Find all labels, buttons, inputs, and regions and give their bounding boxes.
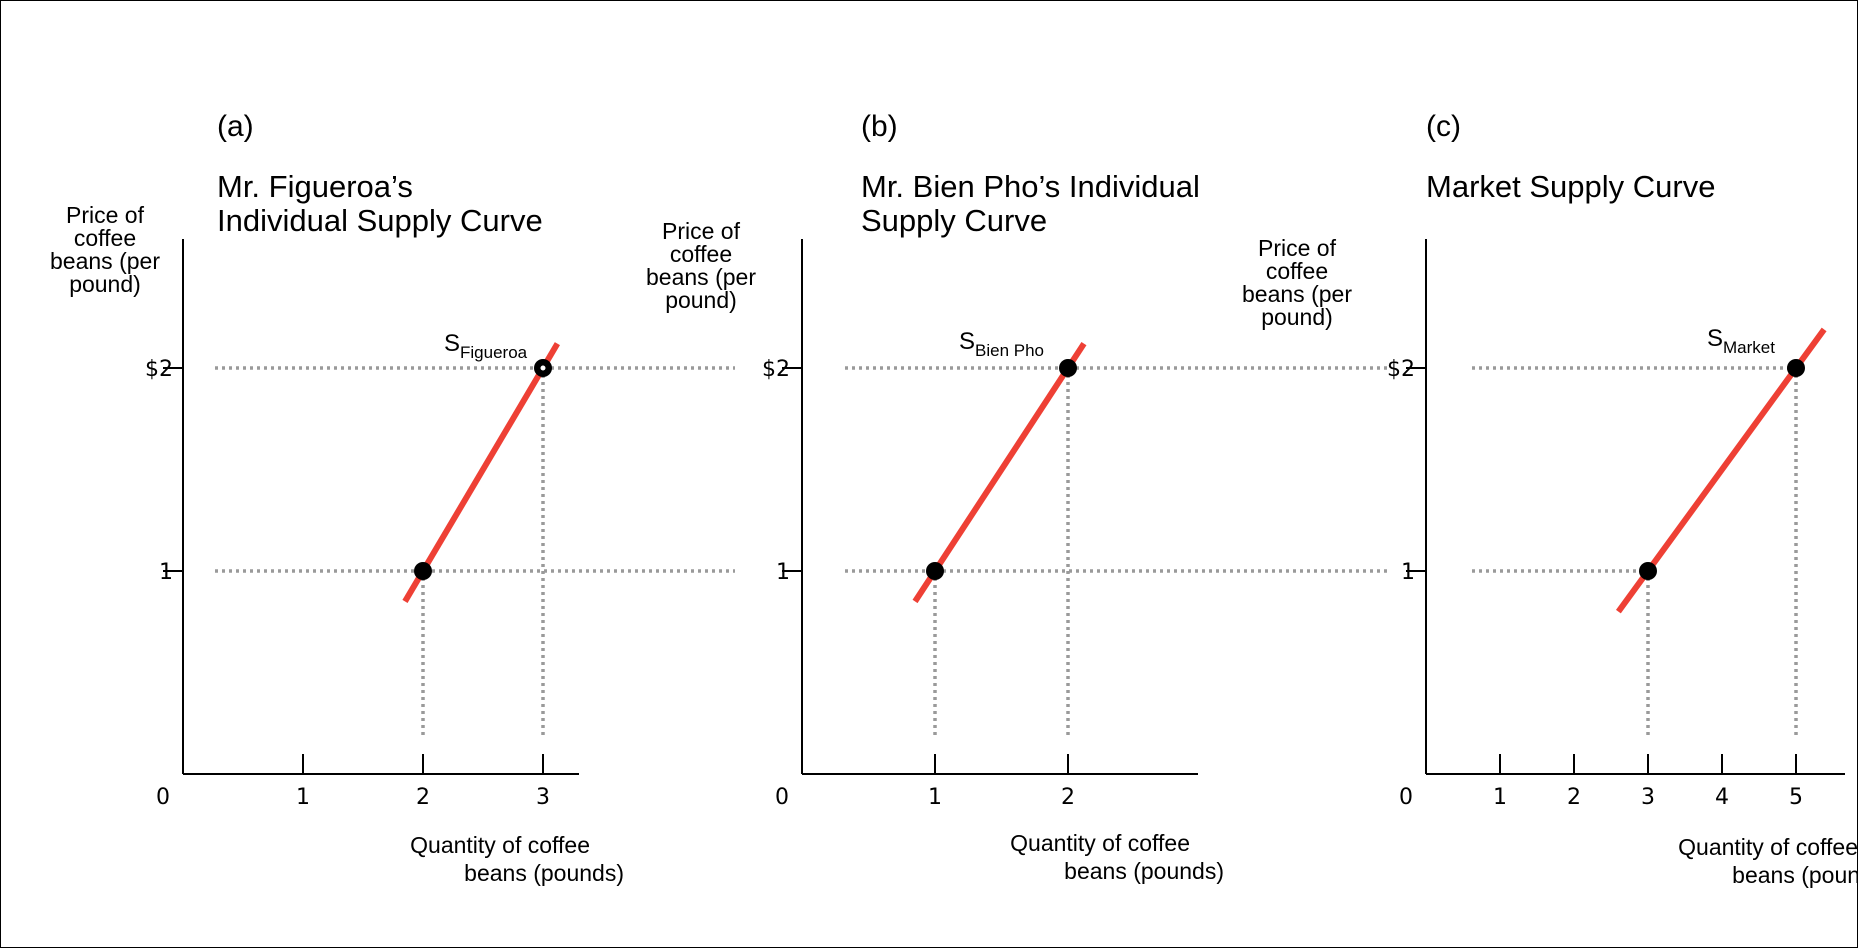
y-tick-label: 1 [159, 560, 173, 585]
series-label-main: S [1707, 325, 1723, 352]
data-point [1787, 359, 1805, 377]
y-axis-label-line: pound) [69, 271, 141, 297]
series-label: SMarket [1707, 325, 1775, 357]
y-axis-label-line: coffee [74, 225, 136, 251]
x-tick-label: 1 [1493, 785, 1507, 810]
panel-label: (a) [217, 110, 254, 143]
x-tick-label: 2 [1567, 785, 1581, 810]
series-label-main: S [959, 328, 975, 355]
series-label-subscript: Bien Pho [975, 341, 1044, 360]
panel-label: (b) [861, 110, 898, 143]
y-axis-label-line: pound) [1261, 304, 1333, 330]
y-axis-label-line: coffee [1266, 258, 1328, 284]
y-axis-label-line: coffee [670, 241, 732, 267]
chart-title-line: Mr. Figueroa’s [217, 169, 413, 204]
x-axis-label-line: Quantity of coffee [1678, 834, 1858, 860]
data-point [1639, 562, 1657, 580]
chart-title-line: Individual Supply Curve [217, 203, 543, 238]
series-label-subscript: Figueroa [460, 343, 528, 362]
x-axis-label-line: beans (pounds) [1064, 858, 1224, 884]
chart-title-line: Mr. Bien Pho’s Individual [861, 169, 1200, 204]
y-axis-label-line: Price of [662, 218, 741, 244]
origin-label: 0 [156, 785, 170, 810]
x-tick-label: 2 [1061, 785, 1075, 810]
y-axis-label-line: Price of [66, 202, 145, 228]
x-axis-label-line: Quantity of coffee [410, 832, 590, 858]
y-tick-label: $2 [1387, 357, 1415, 382]
series-label: SBien Pho [959, 328, 1044, 360]
y-axis-label-line: beans (per [50, 248, 160, 274]
chart-title-line: Supply Curve [861, 203, 1047, 238]
series-label: SFigueroa [444, 330, 528, 362]
chart-title-line: Market Supply Curve [1426, 169, 1715, 204]
data-point [414, 562, 432, 580]
origin-label: 0 [775, 785, 789, 810]
supply-curve-line [912, 341, 1087, 604]
data-point-highlight [540, 365, 546, 371]
y-tick-label: $2 [145, 357, 173, 382]
series-label-main: S [444, 330, 460, 357]
x-tick-label: 4 [1715, 785, 1729, 810]
data-point [926, 562, 944, 580]
x-axis-label-line: Quantity of coffee [1010, 830, 1190, 856]
x-tick-label: 3 [1641, 785, 1655, 810]
y-tick-label: 1 [1401, 560, 1415, 585]
series-label-subscript: Market [1723, 338, 1775, 357]
supply-curve-line [402, 342, 560, 603]
y-axis-label-line: beans (per [646, 264, 756, 290]
x-axis-label-line: beans (pounds) [464, 860, 624, 886]
y-tick-label: $2 [762, 357, 790, 382]
x-tick-label: 2 [416, 785, 430, 810]
x-tick-label: 1 [928, 785, 942, 810]
x-tick-label: 1 [296, 785, 310, 810]
y-axis-label-line: Price of [1258, 235, 1337, 261]
y-axis-label-line: pound) [665, 287, 737, 313]
x-tick-label: 5 [1789, 785, 1803, 810]
data-point [1059, 359, 1077, 377]
y-axis-label-line: beans (per [1242, 281, 1352, 307]
y-tick-label: 1 [776, 560, 790, 585]
x-tick-label: 3 [536, 785, 550, 810]
origin-label: 0 [1399, 785, 1413, 810]
panel-label: (c) [1426, 110, 1461, 143]
x-axis-label-line: beans (pounds) [1732, 862, 1858, 888]
